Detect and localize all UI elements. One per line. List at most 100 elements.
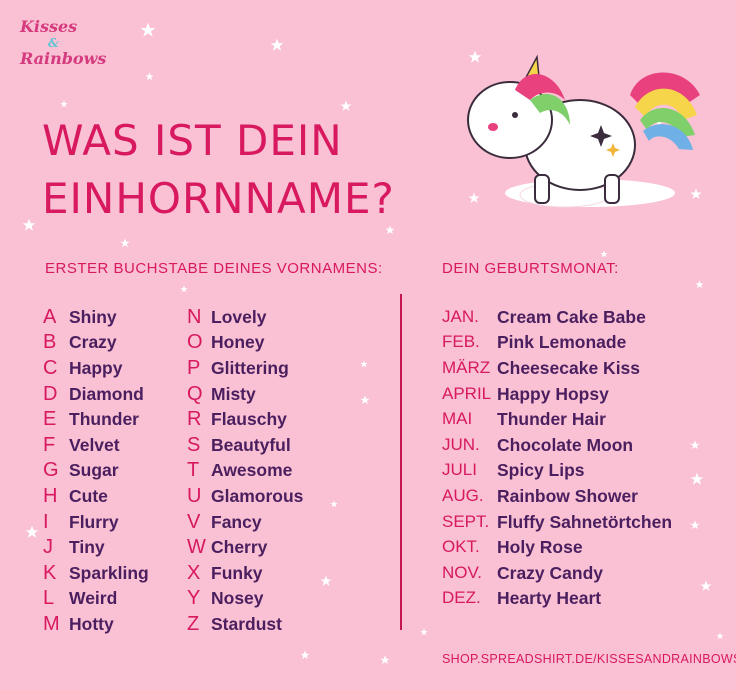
letter-row: L Weird <box>43 586 117 612</box>
month-row: APRIL Happy Hopsy <box>442 381 609 407</box>
letter-value: Lovely <box>211 306 267 327</box>
month-key: OKT. <box>442 537 480 557</box>
letter-value: Misty <box>211 383 256 404</box>
letter-key: L <box>43 587 55 610</box>
month-value: Rainbow Shower <box>497 485 638 506</box>
letter-value: Happy <box>69 357 123 378</box>
letter-value: Sparkling <box>69 562 149 583</box>
letter-key: Z <box>187 612 200 635</box>
letter-key: J <box>43 536 53 559</box>
star-icon <box>22 218 36 231</box>
logo-amp: & <box>48 36 59 50</box>
letter-key: W <box>187 536 206 559</box>
letter-row: T Awesome <box>187 458 292 484</box>
letter-row: X Funky <box>187 560 263 586</box>
logo-line1: Kisses <box>20 17 78 36</box>
letter-value: Hotty <box>69 613 114 634</box>
letter-row: I Flurry <box>43 509 119 535</box>
letter-key: T <box>187 459 200 482</box>
month-key: APRIL <box>442 383 492 403</box>
month-row: MAI Thunder Hair <box>442 406 606 432</box>
brand-logo: Kisses & Rainbows <box>20 18 106 68</box>
letter-key: B <box>43 331 57 354</box>
star-icon <box>330 500 338 508</box>
letter-key: G <box>43 459 59 482</box>
letter-key: N <box>187 305 202 328</box>
month-key: FEB. <box>442 332 480 352</box>
letter-row: G Sugar <box>43 458 119 484</box>
letter-key: R <box>187 408 202 431</box>
star-icon <box>468 50 482 63</box>
star-icon <box>716 632 724 640</box>
letter-value: Honey <box>211 332 265 353</box>
star-icon <box>145 72 154 81</box>
logo-line2: Rainbows <box>20 49 107 68</box>
star-icon <box>300 650 310 660</box>
letter-row: V Fancy <box>187 509 262 535</box>
month-value: Happy Hopsy <box>497 383 609 404</box>
letter-key: E <box>43 408 57 431</box>
title-line1: WAS IST DEIN <box>42 116 343 165</box>
letter-key: U <box>187 484 202 507</box>
star-icon <box>420 628 428 636</box>
letter-row: D Diamond <box>43 381 144 407</box>
shop-url: SHOP.SPREADSHIRT.DE/KISSESANDRAINBOWS <box>442 652 736 666</box>
month-row: MÄRZ Cheesecake Kiss <box>442 355 640 381</box>
month-value: Cheesecake Kiss <box>497 357 641 378</box>
month-key: MÄRZ <box>442 357 491 377</box>
letter-row: O Honey <box>187 330 264 356</box>
letter-key: P <box>187 356 201 379</box>
month-key: MAI <box>442 409 473 429</box>
letter-row: P Glittering <box>187 355 289 381</box>
letter-key: S <box>187 433 201 456</box>
letter-key: D <box>43 382 58 405</box>
letter-row: S Beautyful <box>187 432 291 458</box>
letter-key: H <box>43 484 58 507</box>
letter-row: B Crazy <box>43 330 117 356</box>
letter-key: X <box>187 561 201 584</box>
star-icon <box>690 440 700 450</box>
page-title: WAS IST DEIN EINHORNNAME? <box>42 112 395 228</box>
month-row: NOV. Crazy Candy <box>442 560 603 586</box>
letter-value: Glamorous <box>211 485 304 506</box>
star-icon <box>180 285 188 293</box>
letter-row: N Lovely <box>187 304 266 330</box>
star-icon <box>600 250 608 258</box>
month-value: Thunder Hair <box>497 409 606 430</box>
star-icon <box>340 100 352 111</box>
letter-value: Awesome <box>211 460 293 481</box>
month-value: Fluffy Sahnetörtchen <box>497 511 673 532</box>
letter-key: F <box>43 433 56 456</box>
month-key: JAN. <box>442 306 479 326</box>
month-row: FEB. Pink Lemonade <box>442 330 626 356</box>
letter-row: A Shiny <box>43 304 117 330</box>
letter-row: Q Misty <box>187 381 256 407</box>
unicorn-illustration <box>467 54 700 208</box>
letter-value: Glittering <box>211 357 289 378</box>
letter-row: Y Nosey <box>187 586 264 612</box>
letter-value: Diamond <box>69 383 144 404</box>
letter-row: K Sparkling <box>43 560 149 586</box>
letter-value: Weird <box>69 588 118 609</box>
month-value: Pink Lemonade <box>497 332 627 353</box>
letter-value: Nosey <box>211 588 264 609</box>
month-row: DEZ. Hearty Heart <box>442 586 601 612</box>
month-row: AUG. Rainbow Shower <box>442 483 638 509</box>
month-value: Crazy Candy <box>497 562 604 583</box>
letter-value: Flurry <box>69 511 119 532</box>
title-line2: EINHORNNAME? <box>42 174 395 223</box>
month-key: DEZ. <box>442 588 481 608</box>
star-icon <box>60 100 68 108</box>
letter-value: Stardust <box>211 613 282 634</box>
star-icon <box>360 360 368 368</box>
letter-value: Beautyful <box>211 434 291 455</box>
letter-row: H Cute <box>43 483 108 509</box>
letter-value: Funky <box>211 562 263 583</box>
letter-value: Sugar <box>69 460 119 481</box>
letter-key: O <box>187 331 203 354</box>
letter-key: A <box>43 305 57 328</box>
star-icon <box>25 525 39 538</box>
star-icon <box>360 395 370 405</box>
letter-row: C Happy <box>43 355 122 381</box>
